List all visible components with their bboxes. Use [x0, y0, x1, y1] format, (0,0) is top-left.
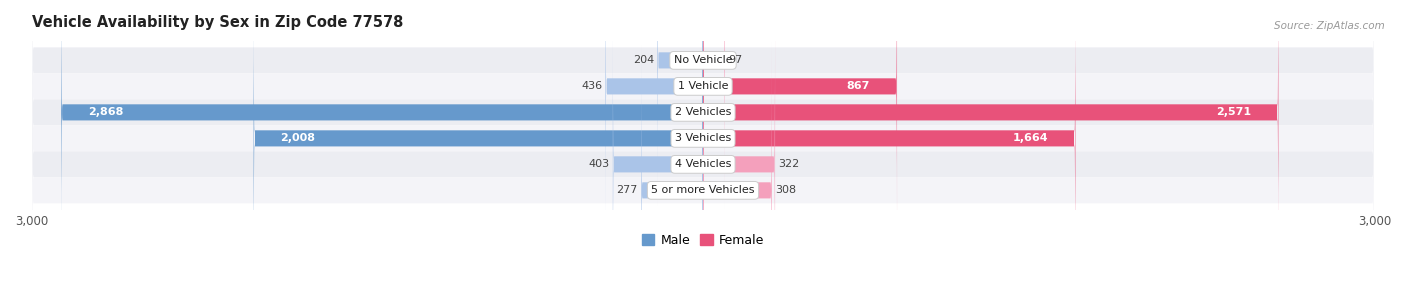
Text: 4 Vehicles: 4 Vehicles	[675, 159, 731, 169]
Text: 403: 403	[588, 159, 609, 169]
Text: Vehicle Availability by Sex in Zip Code 77578: Vehicle Availability by Sex in Zip Code …	[31, 15, 404, 30]
FancyBboxPatch shape	[703, 0, 724, 208]
FancyBboxPatch shape	[31, 0, 1375, 306]
FancyBboxPatch shape	[31, 0, 1375, 255]
Text: 2 Vehicles: 2 Vehicles	[675, 107, 731, 118]
FancyBboxPatch shape	[253, 0, 703, 286]
Text: 2,868: 2,868	[89, 107, 124, 118]
FancyBboxPatch shape	[31, 0, 1375, 306]
FancyBboxPatch shape	[703, 17, 775, 306]
FancyBboxPatch shape	[606, 0, 703, 234]
Text: 277: 277	[616, 185, 638, 195]
FancyBboxPatch shape	[31, 0, 1375, 281]
Text: 3 Vehicles: 3 Vehicles	[675, 133, 731, 144]
FancyBboxPatch shape	[613, 17, 703, 306]
FancyBboxPatch shape	[658, 0, 703, 208]
Text: 867: 867	[846, 81, 870, 91]
Text: 1 Vehicle: 1 Vehicle	[678, 81, 728, 91]
Text: 1,664: 1,664	[1012, 133, 1049, 144]
Text: 2,008: 2,008	[280, 133, 315, 144]
Text: 5 or more Vehicles: 5 or more Vehicles	[651, 185, 755, 195]
Text: 436: 436	[581, 81, 602, 91]
Legend: Male, Female: Male, Female	[638, 230, 768, 251]
Text: 204: 204	[633, 55, 654, 65]
Text: 308: 308	[775, 185, 796, 195]
Text: No Vehicle: No Vehicle	[673, 55, 733, 65]
FancyBboxPatch shape	[641, 43, 703, 306]
FancyBboxPatch shape	[31, 0, 1375, 306]
Text: 2,571: 2,571	[1216, 107, 1251, 118]
Text: 322: 322	[779, 159, 800, 169]
FancyBboxPatch shape	[703, 0, 897, 234]
Text: Source: ZipAtlas.com: Source: ZipAtlas.com	[1274, 21, 1385, 32]
FancyBboxPatch shape	[703, 0, 1076, 286]
Text: 97: 97	[728, 55, 742, 65]
FancyBboxPatch shape	[703, 43, 772, 306]
FancyBboxPatch shape	[62, 0, 703, 260]
FancyBboxPatch shape	[703, 0, 1278, 260]
FancyBboxPatch shape	[31, 0, 1375, 306]
